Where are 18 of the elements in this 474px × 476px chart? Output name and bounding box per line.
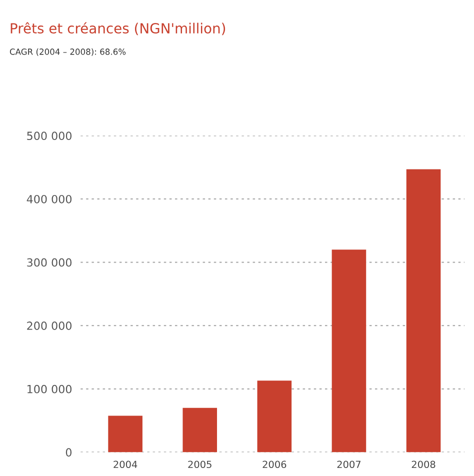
bar	[257, 380, 292, 452]
bar	[406, 169, 441, 452]
chart-subtitle: CAGR (2004 – 2008): 68.6%	[10, 48, 126, 56]
y-tick-label: 300 000	[27, 258, 72, 267]
bar	[108, 416, 142, 452]
y-tick-label: 400 000	[26, 194, 72, 204]
y-tick-label: 500 000	[27, 132, 72, 140]
x-tick-label: 2008	[412, 460, 436, 468]
bar	[332, 250, 366, 452]
y-tick-label: 100 000	[28, 384, 72, 394]
y-tick-label: 200 000	[27, 322, 72, 330]
x-tick-label: 2005	[188, 460, 212, 468]
y-tick-label: 0	[66, 448, 72, 457]
x-tick-label: 2006	[262, 460, 286, 468]
x-tick-label: 2004	[114, 460, 138, 468]
chart-title: Prêts et créances (NGN'million)	[10, 22, 226, 36]
x-tick-label: 2007	[337, 460, 361, 468]
bar	[182, 408, 218, 452]
